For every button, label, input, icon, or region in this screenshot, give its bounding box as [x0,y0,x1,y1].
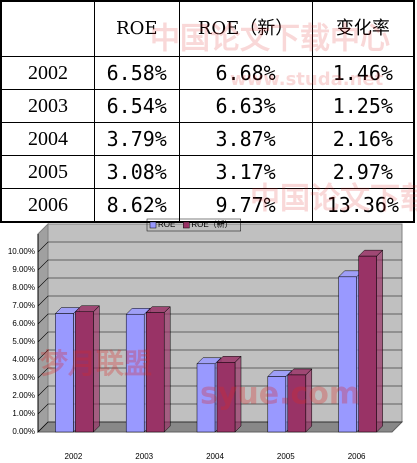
watermark: 中国论文下载中心 [250,182,417,217]
grid-line [37,331,402,343]
bar [145,312,165,433]
table-row: 2004 3.79% 3.87% 2.16% [0,122,415,156]
bar [125,314,145,433]
bar [358,255,377,433]
table-cell: 9.77% [178,188,313,223]
table-row: 2003 6.54% 6.63% 1.25% [0,89,415,123]
table-cell: 1.25% [311,89,415,123]
table-cell: 3.17% [178,155,313,189]
legend-label: ROE（新） [191,219,232,229]
grid-line [37,241,402,253]
watermark: 梦月联盟 [40,347,152,380]
table-cell: 2.16% [311,122,415,156]
table-cell: 2004 [0,122,95,156]
legend-swatch [183,221,190,229]
x-tick-label: 2002 [65,452,83,461]
bar-side [376,249,383,433]
table-cell: 6.54% [94,89,180,123]
bar [267,376,287,433]
bar [75,311,94,433]
legend-swatch [149,221,157,229]
bar-side [163,306,171,433]
y-tick-label: 1.00% [12,409,35,418]
side-wall [37,222,49,434]
grid-line [37,295,402,307]
table-cell: 6.63% [178,89,313,123]
y-tick-label: 5.00% [12,337,35,346]
table-cell: 2003 [0,89,95,123]
table-cell: 1.46% [311,56,415,90]
y-tick-label: 10.00% [8,247,35,256]
header-cell: ROE [94,0,180,57]
bar [216,362,236,433]
table-cell: 13.36% [311,188,415,223]
y-tick-label: 7.00% [12,301,35,310]
table-cell: 3.08% [94,155,180,189]
table-cell: 2.97% [311,155,415,189]
table-cell: 2006 [0,188,95,223]
x-tick-label: 2004 [206,452,224,461]
y-tick-label: 8.00% [12,283,35,292]
y-tick-label: 2.00% [12,391,35,400]
table-row: 2006 8.62% 9.77% 13.36% [0,188,415,223]
grid-line [37,277,402,289]
bar [196,363,216,433]
grid-line [37,259,402,271]
legend-label: ROE [158,220,175,229]
bar [338,276,357,433]
bar [287,374,307,433]
bar [55,313,74,433]
watermark: www.studa.net [230,69,384,90]
x-tick-label: 2006 [348,452,366,461]
y-tick-label: 4.00% [12,355,35,364]
y-tick-label: 6.00% [12,319,35,328]
data-table: ROE ROE（新） 变化率 2002 6.58% 6.68% 1.46% 2003 6.… [0,0,415,223]
table-cell: 3.79% [94,122,180,156]
header-cell: 变化率 [311,0,415,57]
grid-line [37,367,402,379]
grid-line [37,349,402,361]
watermark: 中国论文下载中心 [150,22,390,57]
table-cell: 2005 [0,155,95,189]
y-tick-label: 3.00% [12,373,35,382]
grid-line [37,313,402,325]
watermark: syue.com [200,377,360,412]
x-tick-label: 2003 [135,452,153,461]
y-tick-label: 9.00% [12,265,35,274]
legend-box [146,218,241,232]
y-tick-label: 0.00% [12,427,35,436]
x-tick-label: 2005 [277,452,295,461]
table-row: 2005 3.08% 3.17% 2.97% [0,155,415,189]
table-cell: 3.87% [178,122,313,156]
